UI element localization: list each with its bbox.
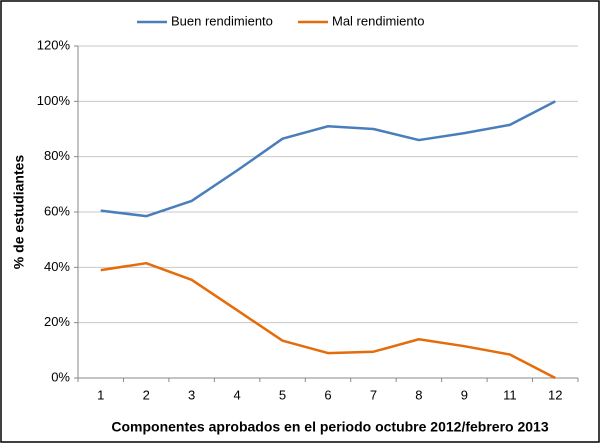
x-tick-label: 3 bbox=[188, 387, 195, 402]
x-tick-label: 5 bbox=[279, 387, 286, 402]
x-tick-label: 7 bbox=[370, 387, 377, 402]
line-series bbox=[100, 100, 556, 218]
line-series bbox=[100, 261, 556, 380]
x-tick-label: 8 bbox=[415, 387, 422, 402]
y-tick-label: 0% bbox=[51, 369, 70, 384]
y-tick-label: 100% bbox=[37, 93, 71, 108]
y-axis-title: % de estudiantes bbox=[11, 155, 27, 270]
legend-label: Mal rendimiento bbox=[332, 13, 425, 28]
x-tick-label: 6 bbox=[324, 387, 331, 402]
y-tick-label: 20% bbox=[44, 314, 70, 329]
x-tick-label: 11 bbox=[503, 387, 517, 402]
x-tick-label: 4 bbox=[233, 387, 240, 402]
x-tick-label: 2 bbox=[143, 387, 150, 402]
y-tick-label: 120% bbox=[37, 37, 71, 52]
y-tick-label: 80% bbox=[44, 148, 70, 163]
legend-label: Buen rendimiento bbox=[171, 13, 273, 28]
y-tick-label: 60% bbox=[44, 203, 70, 218]
x-tick-label: 1 bbox=[97, 387, 104, 402]
y-tick-label: 40% bbox=[44, 259, 70, 274]
x-axis-title: Componentes aprobados en el periodo octu… bbox=[111, 419, 548, 435]
x-tick-label: 12 bbox=[548, 387, 562, 402]
x-tick-label: 9 bbox=[461, 387, 468, 402]
